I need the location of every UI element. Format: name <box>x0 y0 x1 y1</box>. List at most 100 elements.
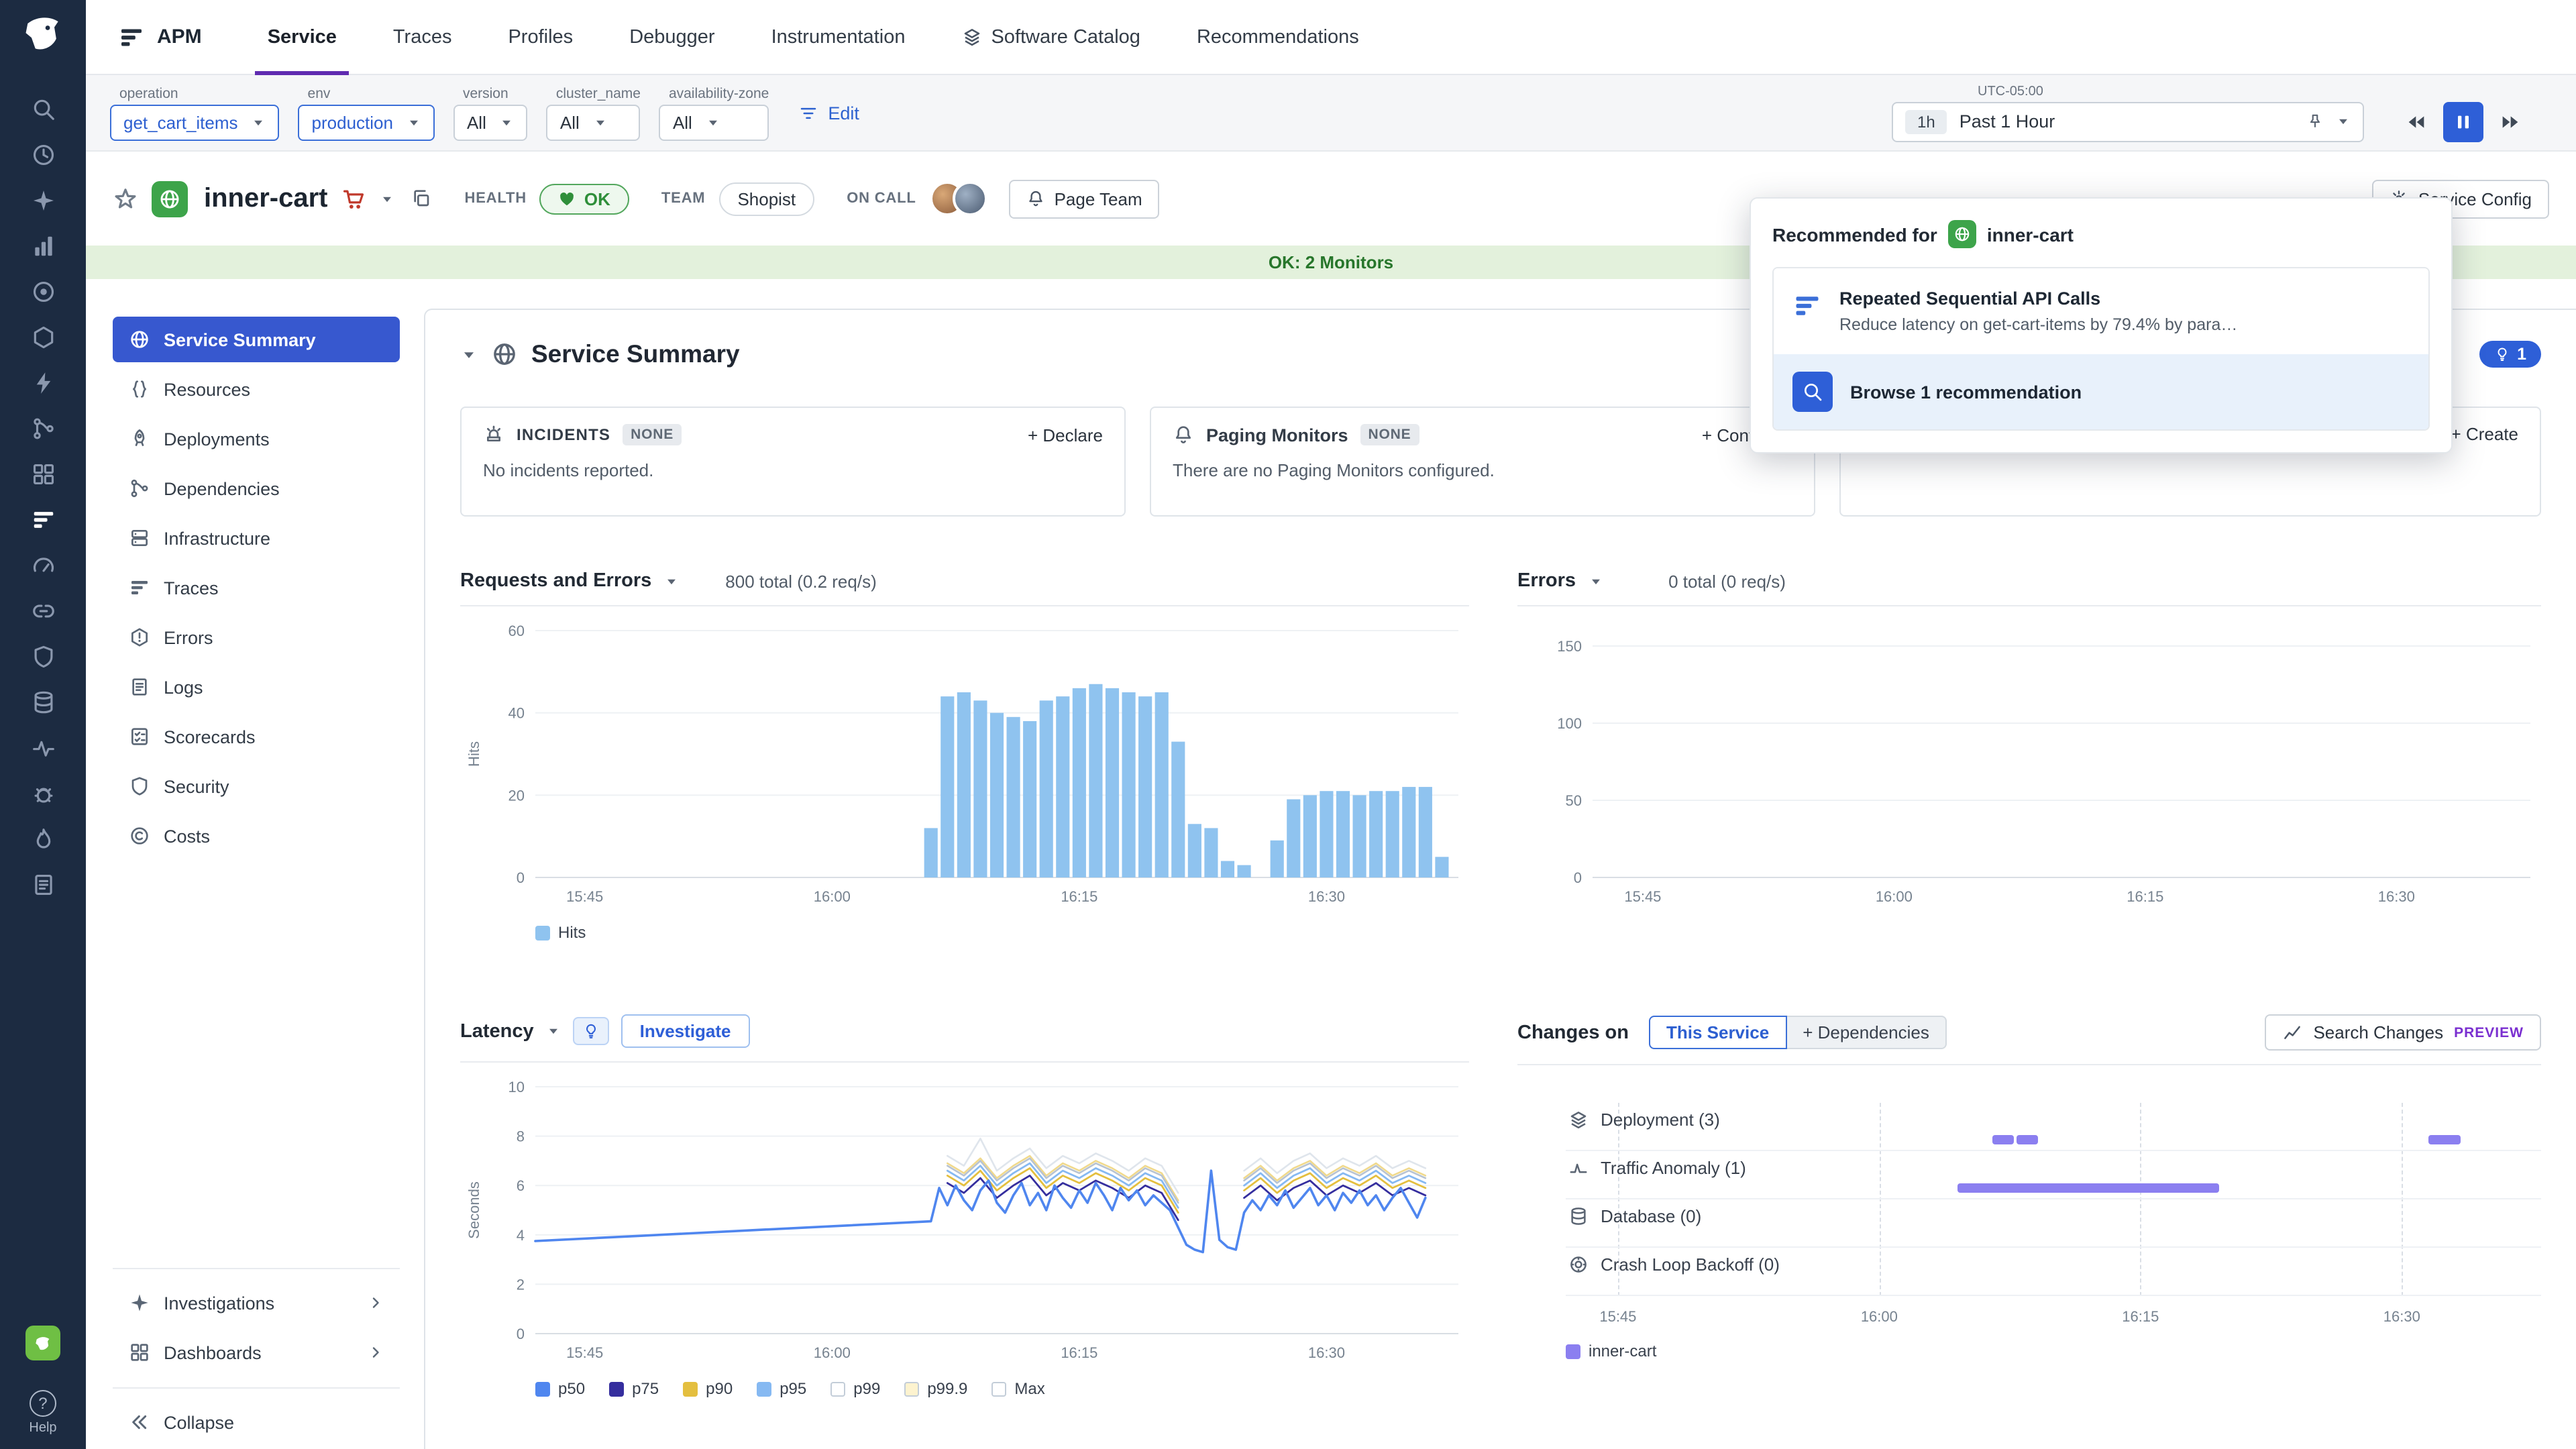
svg-text:16:30: 16:30 <box>1308 1344 1345 1361</box>
collapse-caret-icon[interactable] <box>460 345 478 363</box>
version-select[interactable]: All <box>453 104 528 140</box>
browse-recommendations-button[interactable]: Browse 1 recommendation <box>1774 354 2428 429</box>
profiling-icon[interactable] <box>17 816 68 861</box>
legend-item[interactable]: p90 <box>683 1379 733 1398</box>
chart-dropdown-caret[interactable] <box>546 1024 561 1038</box>
service-type-icon <box>1947 220 1976 248</box>
time-range-picker[interactable]: 1h Past 1 Hour <box>1892 101 2364 142</box>
chevron-down-icon[interactable] <box>2336 114 2351 129</box>
tab-software-catalog[interactable]: Software Catalog <box>933 0 1168 74</box>
cluster-name-select[interactable]: All <box>546 104 641 140</box>
legend-item[interactable]: Max <box>991 1379 1045 1398</box>
synthetics-icon[interactable] <box>17 724 68 770</box>
tab-service[interactable]: Service <box>239 0 365 74</box>
sidebar-item-dependencies[interactable]: Dependencies <box>113 466 400 511</box>
chart-dropdown-caret[interactable] <box>663 574 678 588</box>
health-status-badge[interactable]: OK <box>539 183 629 214</box>
siren-icon <box>483 424 504 445</box>
errors-chart-title: Errors <box>1517 570 1576 592</box>
page-team-button[interactable]: Page Team <box>1008 179 1160 218</box>
tab-profiles[interactable]: Profiles <box>508 26 574 48</box>
time-preset-chip[interactable]: 1h <box>1905 109 1947 133</box>
service-switcher-caret[interactable] <box>380 191 395 206</box>
tab-instrumentation[interactable]: Instrumentation <box>771 26 906 48</box>
legend-item[interactable]: p99.9 <box>904 1379 967 1398</box>
sidebar-item-scorecards[interactable]: Scorecards <box>113 714 400 759</box>
this-service-toggle[interactable]: This Service <box>1648 1016 1787 1049</box>
change-event-bar[interactable] <box>2428 1135 2461 1144</box>
sidebar-item-costs[interactable]: Costs <box>113 813 400 859</box>
time-backward-button[interactable] <box>2396 102 2436 142</box>
latency-insight-chip[interactable] <box>572 1017 609 1045</box>
sidebar-item-security[interactable]: Security <box>113 763 400 809</box>
security-icon[interactable] <box>17 633 68 679</box>
infrastructure-icon[interactable] <box>17 451 68 496</box>
availability-zone-select[interactable]: All <box>659 104 769 140</box>
watchdog-icon[interactable] <box>17 177 68 223</box>
sidebar-item-traces[interactable]: Traces <box>113 565 400 610</box>
incidents-panel: INCIDENTS NONE + Declare No incidents re… <box>460 407 1126 517</box>
investigate-button[interactable]: Investigate <box>621 1014 750 1048</box>
recommendation-item[interactable]: Repeated Sequential API Calls Reduce lat… <box>1774 268 2428 354</box>
bits-ai-icon[interactable] <box>25 1326 60 1360</box>
databases-icon[interactable] <box>17 679 68 724</box>
legend-item[interactable]: p99 <box>830 1379 880 1398</box>
sidebar-item-infrastructure[interactable]: Infrastructure <box>113 515 400 561</box>
change-event-bar[interactable] <box>1957 1183 2219 1193</box>
history-icon[interactable] <box>17 131 68 177</box>
search-changes-button[interactable]: Search Changes PREVIEW <box>2265 1014 2541 1051</box>
error-tracking-icon[interactable] <box>17 770 68 816</box>
chart-dropdown-caret[interactable] <box>1588 574 1603 588</box>
declare-incident-button[interactable]: + Declare <box>1028 425 1103 445</box>
legend-item[interactable]: Hits <box>535 923 586 942</box>
events-icon[interactable] <box>17 360 68 405</box>
oncall-avatars[interactable] <box>929 181 987 216</box>
recommendations-badge[interactable]: 1 <box>2479 341 2541 368</box>
monitors-icon[interactable] <box>17 268 68 314</box>
env-select[interactable]: production <box>298 104 435 140</box>
checklist-icon <box>129 726 150 747</box>
legend-item[interactable]: p75 <box>609 1379 659 1398</box>
copy-icon[interactable] <box>411 188 433 209</box>
team-chip[interactable]: Shopist <box>718 182 815 215</box>
operation-select[interactable]: get_cart_items <box>110 104 280 140</box>
legend-item[interactable]: inner-cart <box>1566 1342 1656 1360</box>
sidebar-item-resources[interactable]: Resources <box>113 366 400 412</box>
metrics-icon[interactable] <box>17 223 68 268</box>
pin-icon[interactable] <box>2306 113 2324 130</box>
network-icon[interactable] <box>17 405 68 451</box>
search-icon[interactable] <box>17 86 68 131</box>
sidebar-item-investigations[interactable]: Investigations <box>113 1280 400 1326</box>
sidebar-item-deployments[interactable]: Deployments <box>113 416 400 462</box>
create-button[interactable]: + Create <box>2451 424 2518 444</box>
integrations-icon[interactable] <box>17 314 68 360</box>
sidebar-item-dashboards[interactable]: Dashboards <box>113 1330 400 1375</box>
time-forward-button[interactable] <box>2490 102 2530 142</box>
tab-traces[interactable]: Traces <box>392 26 452 48</box>
timeline-row: Crash Loop Backoff (0) <box>1566 1248 2541 1296</box>
favorite-star-icon[interactable] <box>113 186 138 211</box>
braces-icon <box>129 378 150 400</box>
sidebar-collapse-button[interactable]: Collapse <box>113 1399 400 1445</box>
sidebar-item-errors[interactable]: Errors <box>113 614 400 660</box>
dependencies-toggle[interactable]: + Dependencies <box>1786 1016 1947 1049</box>
datadog-logo-icon[interactable] <box>20 12 66 64</box>
apm-icon[interactable] <box>17 496 68 542</box>
ci-visibility-icon[interactable] <box>17 542 68 588</box>
change-event-bar[interactable] <box>2017 1135 2038 1144</box>
tab-debugger[interactable]: Debugger <box>629 26 715 48</box>
service-map-icon[interactable] <box>17 588 68 633</box>
avatar[interactable] <box>952 181 987 216</box>
svg-text:15:45: 15:45 <box>1624 888 1661 905</box>
tab-recommendations[interactable]: Recommendations <box>1196 26 1359 48</box>
time-pause-button[interactable] <box>2443 102 2483 142</box>
change-event-bar[interactable] <box>1992 1135 2014 1144</box>
apm-brand[interactable]: APM <box>118 23 202 50</box>
sidebar-item-service-summary[interactable]: Service Summary <box>113 317 400 362</box>
legend-item[interactable]: p95 <box>757 1379 806 1398</box>
logs-icon[interactable] <box>17 861 68 907</box>
help-button[interactable]: ? Help <box>29 1390 57 1436</box>
edit-filters-button[interactable]: Edit <box>798 103 859 123</box>
sidebar-item-logs[interactable]: Logs <box>113 664 400 710</box>
legend-item[interactable]: p50 <box>535 1379 585 1398</box>
